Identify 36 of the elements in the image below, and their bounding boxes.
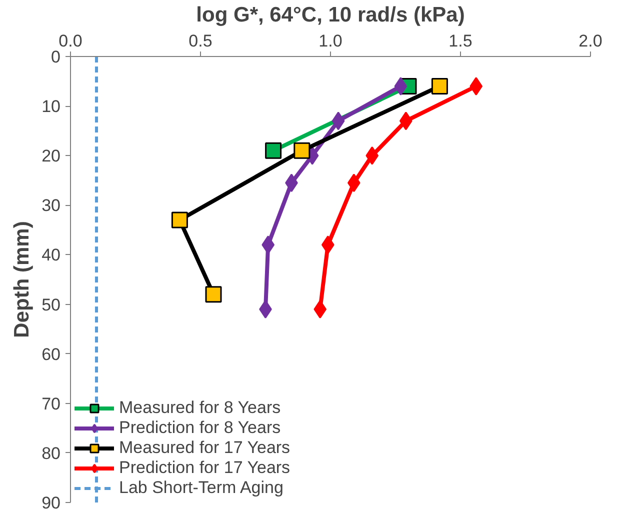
x-tick-label: 1.0 xyxy=(318,32,342,50)
point xyxy=(314,300,327,318)
y-tick-label: 30 xyxy=(42,196,61,216)
point xyxy=(394,76,408,96)
y-tick-label: 60 xyxy=(42,344,61,364)
point xyxy=(470,76,483,96)
point xyxy=(399,112,412,130)
y-tick-label: 0 xyxy=(51,48,61,66)
point xyxy=(205,286,222,303)
point xyxy=(262,236,275,254)
y-tick-label: 20 xyxy=(42,146,61,166)
x-axis-title: log G*, 64°C, 10 rad/s (kPa) xyxy=(196,4,465,26)
legend-label: Prediction for 8 Years xyxy=(119,418,281,438)
legend-label: Measured for 17 Years xyxy=(119,438,290,458)
y-tick-label: 80 xyxy=(42,444,61,463)
point xyxy=(294,142,310,159)
point xyxy=(431,78,448,94)
point xyxy=(366,146,379,165)
y-tick-label: 50 xyxy=(42,295,61,314)
legend-label: Measured for 8 Years xyxy=(119,398,281,418)
legend-label: Prediction for 17 Years xyxy=(119,458,290,478)
y-tick-label: 70 xyxy=(42,394,61,414)
y-tick-label: 10 xyxy=(42,97,61,116)
y-tick-label: 40 xyxy=(42,246,61,265)
point xyxy=(265,142,282,159)
x-tick-label: 2.0 xyxy=(578,32,602,50)
point xyxy=(332,112,345,130)
point xyxy=(171,212,188,228)
point xyxy=(347,174,360,192)
y-tick-label: 90 xyxy=(42,494,61,512)
x-tick-label: 0.5 xyxy=(188,32,212,50)
x-tick-label: 0.0 xyxy=(58,32,82,50)
ref-line-label: Lab Short-Term Aging xyxy=(119,478,284,498)
point xyxy=(321,236,334,254)
y-axis-title: Depth (mm) xyxy=(10,221,34,338)
x-tick-label: 1.5 xyxy=(448,32,472,50)
